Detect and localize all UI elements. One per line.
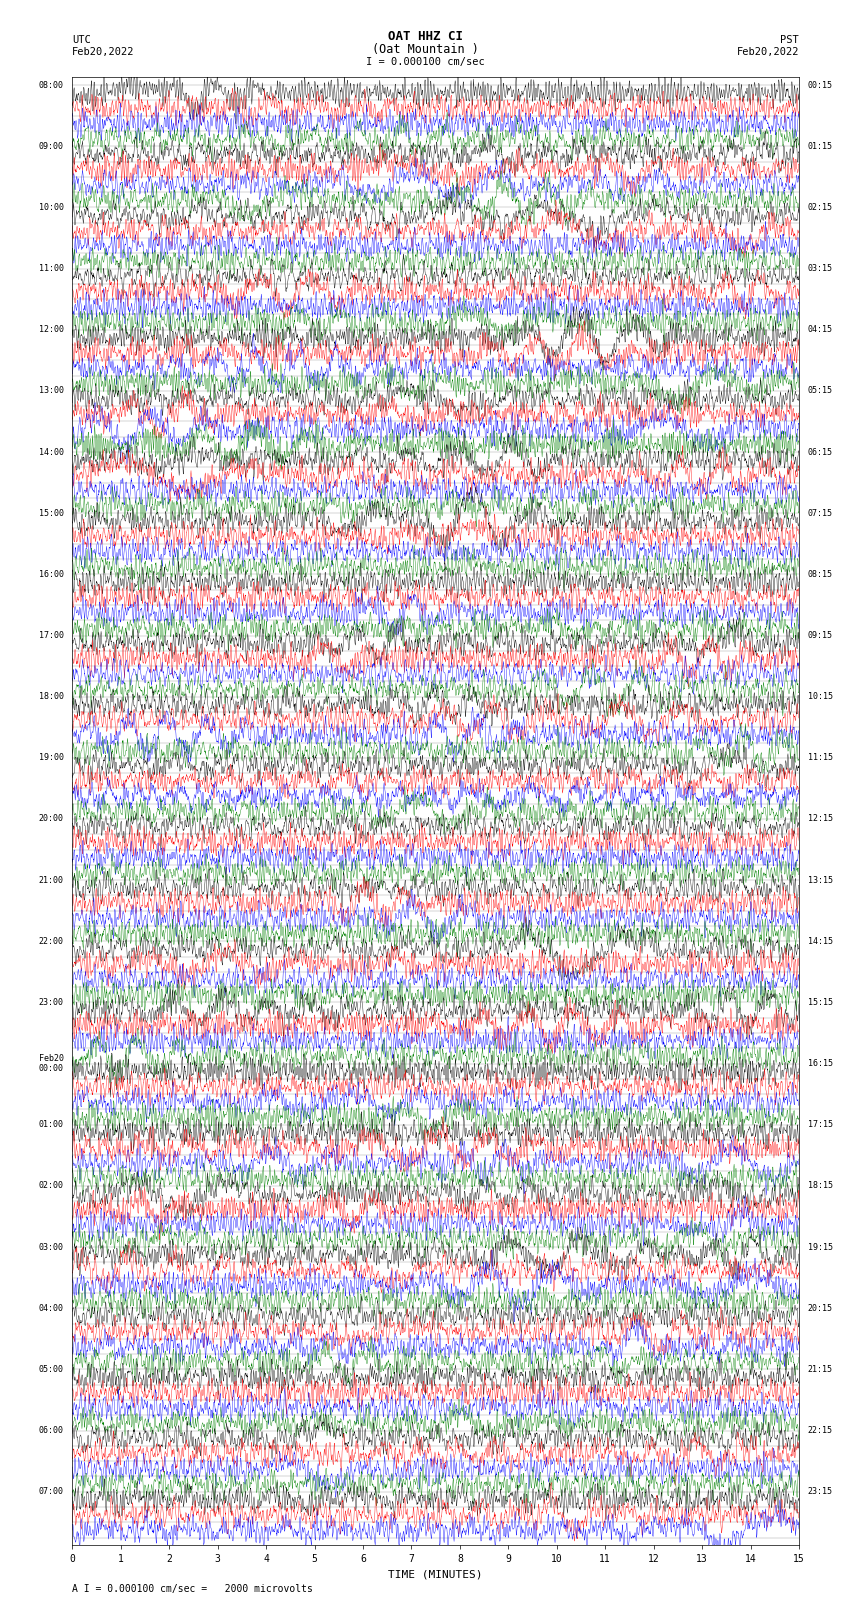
Text: 17:15: 17:15	[808, 1121, 833, 1129]
Text: 01:00: 01:00	[38, 1121, 64, 1129]
Text: A I = 0.000100 cm/sec =   2000 microvolts: A I = 0.000100 cm/sec = 2000 microvolts	[72, 1584, 313, 1594]
Text: 12:15: 12:15	[808, 815, 833, 824]
Text: 11:15: 11:15	[808, 753, 833, 763]
Text: 04:00: 04:00	[38, 1303, 64, 1313]
Text: 14:15: 14:15	[808, 937, 833, 945]
Text: 16:00: 16:00	[38, 569, 64, 579]
Text: 14:00: 14:00	[38, 447, 64, 456]
Text: 18:15: 18:15	[808, 1181, 833, 1190]
Text: 08:00: 08:00	[38, 81, 64, 90]
Text: Feb20,2022: Feb20,2022	[72, 47, 135, 58]
Text: 10:15: 10:15	[808, 692, 833, 702]
Text: 13:00: 13:00	[38, 387, 64, 395]
Text: I = 0.000100 cm/sec: I = 0.000100 cm/sec	[366, 56, 484, 68]
Text: Feb20,2022: Feb20,2022	[736, 47, 799, 58]
Text: 03:00: 03:00	[38, 1242, 64, 1252]
Text: 07:15: 07:15	[808, 508, 833, 518]
Text: 16:15: 16:15	[808, 1060, 833, 1068]
Text: 10:00: 10:00	[38, 203, 64, 211]
Text: 09:00: 09:00	[38, 142, 64, 150]
Text: 11:00: 11:00	[38, 265, 64, 273]
Text: UTC: UTC	[72, 34, 91, 45]
Text: 03:15: 03:15	[808, 265, 833, 273]
Text: 08:15: 08:15	[808, 569, 833, 579]
Text: 12:00: 12:00	[38, 326, 64, 334]
Text: PST: PST	[780, 34, 799, 45]
Text: 05:00: 05:00	[38, 1365, 64, 1374]
Text: 05:15: 05:15	[808, 387, 833, 395]
Text: 04:15: 04:15	[808, 326, 833, 334]
Text: 06:00: 06:00	[38, 1426, 64, 1436]
Text: 06:15: 06:15	[808, 447, 833, 456]
Text: Feb20
00:00: Feb20 00:00	[38, 1053, 64, 1073]
Text: 02:00: 02:00	[38, 1181, 64, 1190]
Text: 22:00: 22:00	[38, 937, 64, 945]
Text: 21:00: 21:00	[38, 876, 64, 884]
Text: 15:00: 15:00	[38, 508, 64, 518]
Text: 22:15: 22:15	[808, 1426, 833, 1436]
Text: 09:15: 09:15	[808, 631, 833, 640]
Text: 18:00: 18:00	[38, 692, 64, 702]
Text: 00:15: 00:15	[808, 81, 833, 90]
Text: 02:15: 02:15	[808, 203, 833, 211]
Text: 07:00: 07:00	[38, 1487, 64, 1497]
X-axis label: TIME (MINUTES): TIME (MINUTES)	[388, 1569, 483, 1579]
Text: OAT HHZ CI: OAT HHZ CI	[388, 29, 462, 44]
Text: 15:15: 15:15	[808, 998, 833, 1007]
Text: 19:00: 19:00	[38, 753, 64, 763]
Text: 19:15: 19:15	[808, 1242, 833, 1252]
Text: 23:15: 23:15	[808, 1487, 833, 1497]
Text: 01:15: 01:15	[808, 142, 833, 150]
Text: 20:15: 20:15	[808, 1303, 833, 1313]
Text: 20:00: 20:00	[38, 815, 64, 824]
Text: 23:00: 23:00	[38, 998, 64, 1007]
Text: 17:00: 17:00	[38, 631, 64, 640]
Text: (Oat Mountain ): (Oat Mountain )	[371, 42, 479, 56]
Text: 21:15: 21:15	[808, 1365, 833, 1374]
Text: 13:15: 13:15	[808, 876, 833, 884]
